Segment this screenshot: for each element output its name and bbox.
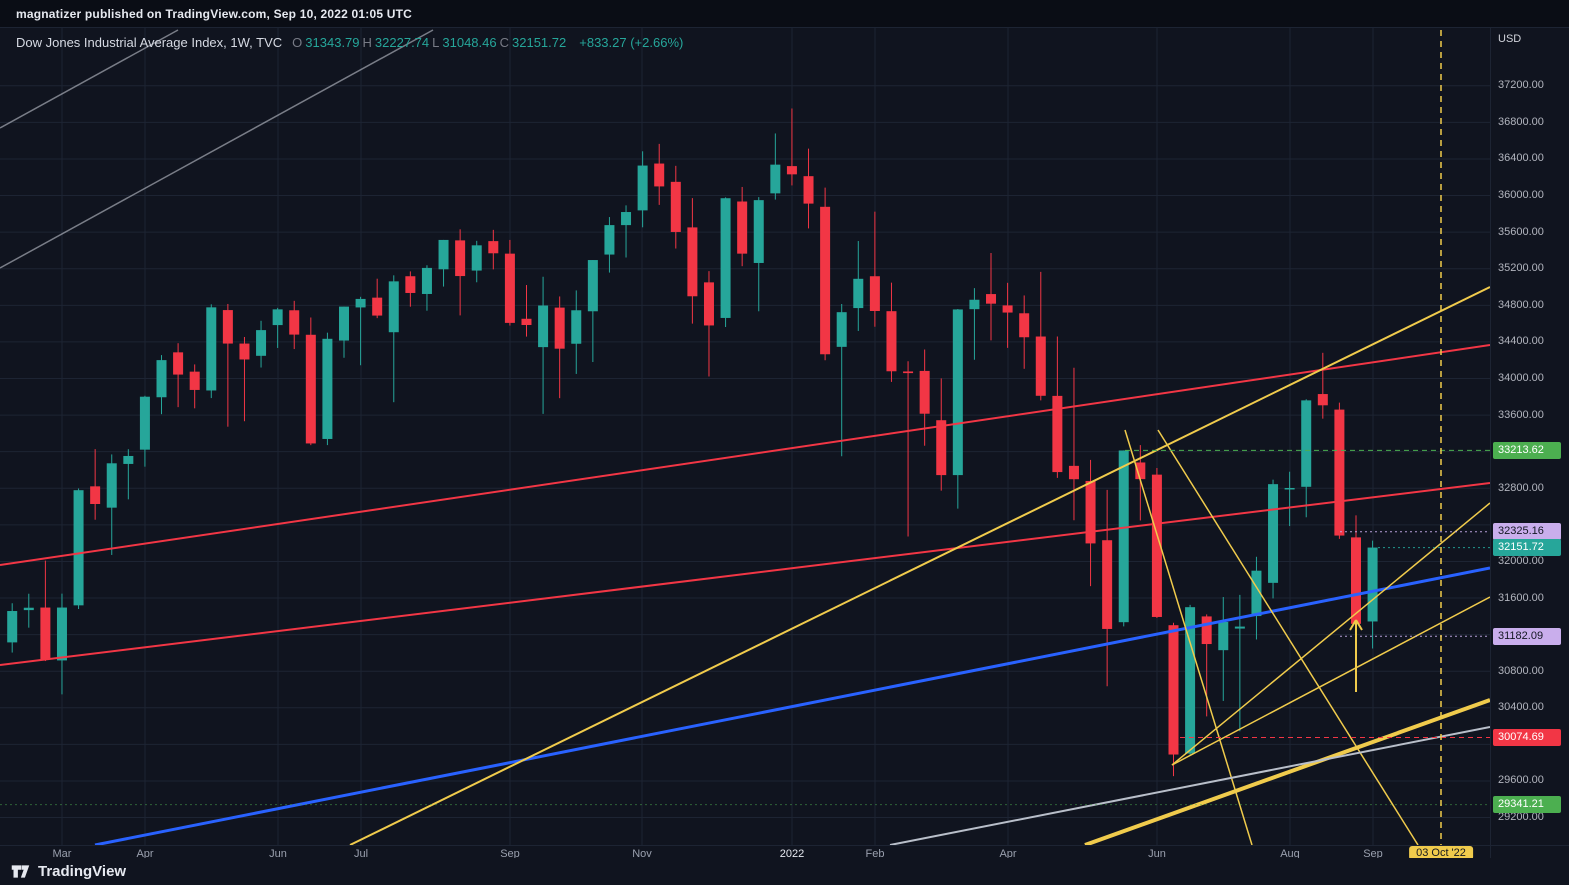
price-tick: 29200.00 (1498, 811, 1544, 824)
time-label: Jul (353, 848, 369, 860)
price-level-badge: 32325.16 (1493, 523, 1561, 541)
price-tick: 36400.00 (1498, 152, 1544, 165)
time-label: Jun (269, 848, 287, 860)
open-label: O (292, 35, 303, 50)
price-level-badge: 29341.21 (1493, 796, 1561, 814)
price-tick: 33600.00 (1498, 408, 1544, 421)
change-value: +833.27 (+2.66%) (579, 35, 684, 50)
price-tick: 36000.00 (1498, 189, 1544, 202)
price-tick: 34800.00 (1498, 298, 1544, 311)
low-label: L (432, 35, 440, 50)
low-value: 31048.46 (442, 35, 497, 50)
yellow-downtrend (1157, 429, 1419, 845)
high-label: H (362, 35, 372, 50)
symbol-legend[interactable]: Dow Jones Industrial Average Index, 1W, … (16, 35, 683, 50)
price-level-badge: 31182.09 (1493, 627, 1561, 645)
yellow-thick-bottom (1084, 698, 1490, 845)
yellow-up-shallow (1171, 596, 1490, 766)
price-level-badge: 32151.72 (1493, 539, 1561, 557)
price-tick: 35600.00 (1498, 225, 1544, 238)
time-label: Aug (1280, 848, 1300, 860)
footer-bar: TradingView (0, 858, 1569, 885)
tradingview-wordmark[interactable]: TradingView (38, 863, 127, 880)
price-tick: 37200.00 (1498, 79, 1544, 92)
time-axis[interactable]: 03 Oct '22 Mar Apr Jun Jul Sep Nov 2022 Feb Apr J… (0, 845, 1569, 860)
blue-support-line (94, 566, 1490, 845)
time-label: Mar (52, 848, 72, 860)
time-label: Sep (1363, 848, 1383, 860)
price-tick: 30400.00 (1498, 701, 1544, 714)
yellow-down-steep (1124, 429, 1253, 845)
price-tick: 34000.00 (1498, 372, 1544, 384)
time-label: Feb (865, 848, 885, 860)
price-tick: 29600.00 (1498, 774, 1544, 787)
price-tick: 34400.00 (1498, 335, 1544, 348)
gray-channel-lower (0, 29, 434, 269)
ohlc-values: O 31343.79 H 32227.74 L 31048.46 C 32151.72 (292, 35, 569, 50)
yellow-long-uptrend (349, 286, 1490, 845)
yellow-up-from-low (1171, 502, 1490, 766)
candles[interactable] (7, 108, 1378, 777)
time-label: Jun (1148, 848, 1166, 860)
symbol-title[interactable]: Dow Jones Industrial Average Index, 1W, … (16, 35, 283, 50)
gray-channel-upper (0, 29, 179, 129)
attribution-bar: magnatizer published on TradingView.com,… (0, 0, 1569, 28)
time-label: Apr (999, 848, 1017, 860)
price-tick: 31600.00 (1498, 591, 1544, 604)
time-label: Apr (136, 848, 154, 860)
time-label: Sep (500, 848, 520, 860)
price-level-lines[interactable] (0, 30, 1490, 845)
future-date-badge: 03 Oct '22 (1409, 846, 1473, 860)
time-label: 2022 (779, 848, 805, 860)
attribution-text: magnatizer published on TradingView.com,… (16, 6, 413, 21)
red-trend-upper (0, 344, 1490, 566)
red-trend-lower (0, 482, 1490, 666)
price-level-badge: 33213.62 (1493, 441, 1561, 459)
close-value: 32151.72 (512, 35, 567, 50)
up-arrow-annotation[interactable] (1349, 619, 1363, 692)
price-tick: 32800.00 (1498, 481, 1544, 494)
price-tick: 32000.00 (1498, 554, 1544, 567)
price-tick: 35200.00 (1498, 262, 1544, 275)
chart-grid (0, 28, 1490, 845)
price-tick: 36800.00 (1498, 115, 1544, 128)
high-value: 32227.74 (374, 35, 430, 50)
open-value: 31343.79 (305, 35, 360, 50)
price-axis[interactable]: USD 37200.00 36800.00 36400.00 36000.00 3560… (1490, 28, 1569, 858)
price-level-badge: 30074.69 (1493, 729, 1561, 747)
gray-bottom-trend (889, 726, 1490, 845)
trendlines[interactable] (0, 29, 1490, 845)
close-label: C (499, 35, 510, 50)
price-tick: 30800.00 (1498, 664, 1544, 677)
currency-label: USD (1498, 33, 1522, 45)
tradingview-logo[interactable] (10, 861, 31, 882)
time-label: Nov (632, 848, 652, 860)
